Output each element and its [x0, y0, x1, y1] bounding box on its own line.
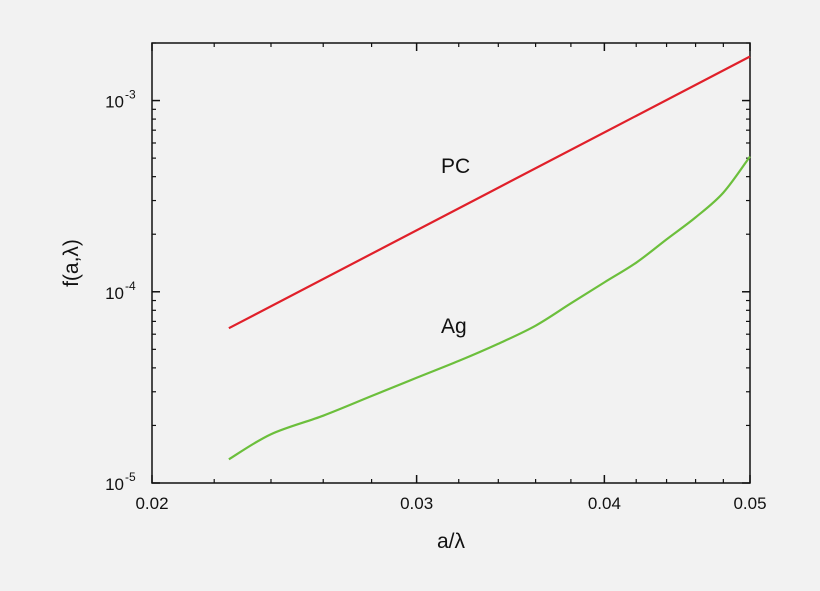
plot-frame	[151, 42, 751, 484]
series-label-ag: Ag	[441, 315, 467, 338]
axis-ticks	[151, 42, 751, 484]
y-tick-label: 10	[105, 93, 124, 112]
x-tick-label: 0.02	[135, 494, 168, 513]
series-layer	[228, 55, 751, 461]
y-tick-label: 10	[105, 284, 124, 303]
series-line-pc	[228, 55, 751, 330]
y-tick-exponent: -4	[125, 279, 136, 293]
series-label-pc: PC	[441, 155, 470, 178]
y-tick-exponent: -3	[125, 88, 136, 102]
x-axis-title: a/λ	[437, 530, 466, 553]
y-tick-label: 10	[105, 475, 124, 494]
series-line-ag	[228, 155, 751, 461]
y-axis-title: f(a,λ)	[60, 239, 83, 287]
x-tick-label: 0.05	[733, 494, 766, 513]
y-tick-exponent: -5	[125, 470, 136, 484]
x-tick-label: 0.04	[588, 494, 621, 513]
x-tick-label: 0.03	[400, 494, 433, 513]
